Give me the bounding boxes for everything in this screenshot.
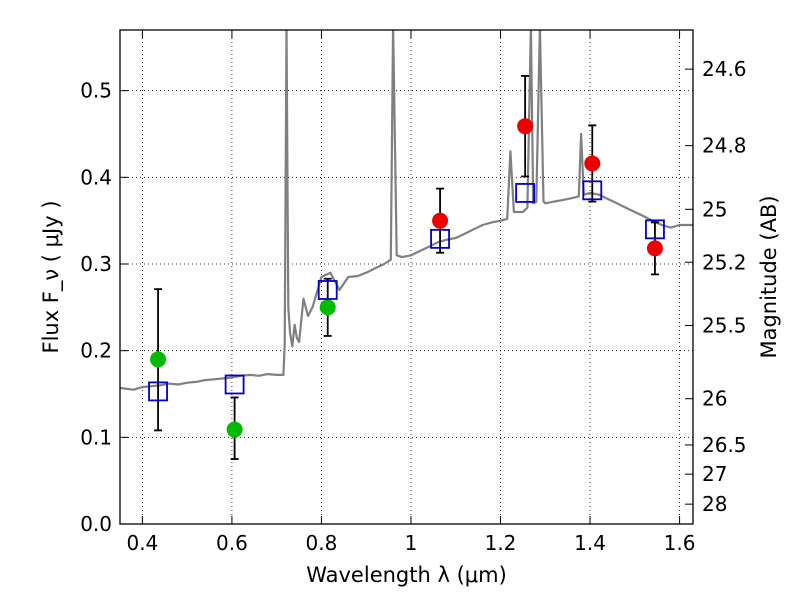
model-spectrum-series: [120, 30, 693, 391]
y2-tick-label: 24.6: [702, 57, 747, 81]
tick-labels: 0.4 0.6 0.8 1 1.2 1.4 1.6 0.0 0.1 0.2 0.3 0.4 0.5 24.…: [80, 57, 746, 555]
y2-tick-label: 25: [702, 197, 727, 221]
y-tick-label: 0.1: [80, 425, 112, 449]
axis-ticks: [120, 30, 693, 525]
y2-tick-label: 28: [702, 492, 727, 516]
y-tick-label: 0.5: [80, 79, 112, 103]
y2-tick-label: 25.5: [702, 313, 747, 337]
x-tick-label: 1.6: [664, 531, 696, 555]
y2-tick-label: 26.5: [702, 433, 747, 457]
model-photometry-point: [582, 180, 603, 201]
right-axis-label: Magnitude (AB): [757, 195, 781, 358]
model-photometry-point: [317, 280, 338, 300]
x-tick-label: 1: [405, 531, 418, 555]
y-tick-label: 0.2: [80, 339, 112, 363]
y2-tick-label: 24.8: [702, 134, 747, 158]
y2-tick-label: 25.2: [702, 250, 747, 274]
model-photometry-point: [515, 183, 536, 203]
y-tick-label: 0.3: [80, 252, 112, 276]
y2-tick-label: 26: [702, 387, 727, 411]
y-axis-label: Flux F_ν ( μJy ): [39, 200, 64, 353]
model-photometry-point: [430, 228, 450, 249]
observed-points-series: [150, 118, 663, 438]
model-photometry-point: [224, 374, 245, 395]
x-tick-label: 1.4: [574, 531, 606, 555]
observed-point: [646, 240, 663, 257]
plot-frame: [119, 29, 694, 525]
model-spectrum-line: [120, 30, 693, 391]
x-axis-label: Wavelength λ (μm): [306, 563, 507, 587]
observed-point: [517, 118, 534, 135]
x-tick-label: 0.8: [306, 531, 338, 555]
x-tick-label: 0.6: [216, 531, 248, 555]
observed-point: [584, 155, 601, 172]
model-photometry-point: [148, 381, 168, 402]
grid-lines: [120, 30, 693, 525]
model-photometry-series: [148, 180, 665, 402]
observed-point: [226, 421, 243, 438]
x-tick-label: 1.2: [485, 531, 517, 555]
y-tick-label: 0.0: [80, 512, 112, 536]
model-photometry-point: [645, 219, 665, 240]
y-tick-label: 0.4: [80, 165, 112, 189]
observed-point: [150, 351, 167, 368]
observed-point: [319, 299, 336, 316]
x-tick-label: 0.4: [126, 531, 158, 555]
y2-tick-label: 27: [702, 462, 727, 486]
error-bar-group: [154, 75, 659, 460]
observed-point: [432, 212, 449, 229]
